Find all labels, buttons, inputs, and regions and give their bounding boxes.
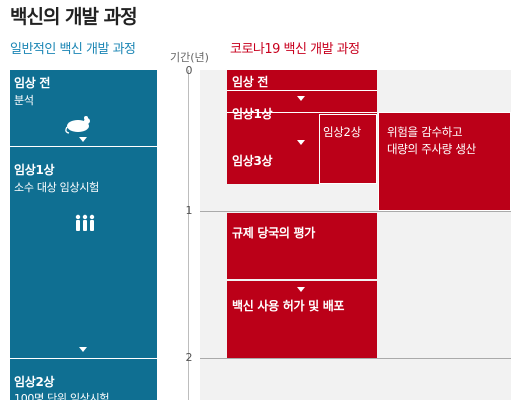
covid-regulatory-review-block bbox=[227, 213, 377, 279]
conventional-stage-preclinical: 임상 전 bbox=[14, 76, 51, 90]
covid-risk-production-block bbox=[378, 112, 511, 211]
conventional-arrow-1 bbox=[79, 137, 87, 142]
conventional-stage-phase1: 임상1상 bbox=[14, 163, 55, 177]
axis-tick-0: 0 bbox=[185, 64, 193, 77]
conventional-stage-phase1-desc: 소수 대상 임상시험 bbox=[14, 181, 99, 194]
axis-title: 기간(년) bbox=[170, 51, 209, 64]
conventional-divider-1 bbox=[10, 146, 157, 147]
covid-approval-block bbox=[227, 281, 377, 358]
conventional-subtitle: 일반적인 백신 개발 과정 bbox=[10, 42, 136, 57]
covid-arrow-2 bbox=[297, 140, 305, 145]
covid-arrow-1 bbox=[297, 96, 305, 101]
covid-stage-phase2: 임상2상 bbox=[323, 125, 361, 139]
gridline-year-2 bbox=[200, 358, 511, 359]
covid-phase2-overlap-box bbox=[319, 114, 377, 184]
mouse-icon bbox=[65, 116, 90, 134]
axis-line bbox=[188, 70, 189, 400]
covid-divider-1 bbox=[227, 90, 377, 91]
covid-arrow-4 bbox=[297, 287, 305, 292]
covid-divider-2 bbox=[227, 112, 377, 113]
covid-stage-phase3: 임상3상 bbox=[232, 154, 273, 168]
axis-tick-1: 1 bbox=[185, 204, 193, 217]
covid-early-phases-block bbox=[227, 70, 377, 184]
conventional-stage-phase2: 임상2상 bbox=[14, 375, 55, 389]
conventional-stage-preclinical-desc: 분석 bbox=[14, 94, 34, 107]
page-title: 백신의 개발 과정 bbox=[10, 6, 138, 28]
conventional-divider-2 bbox=[10, 358, 157, 359]
conventional-stage-phase2-desc: 100명 단위 임상시험 bbox=[14, 392, 110, 405]
covid-stage-phase1: 임상1상 bbox=[232, 107, 273, 121]
covid-stage-regulatory-review: 규제 당국의 평가 bbox=[232, 226, 315, 240]
people-icon bbox=[75, 214, 95, 231]
axis-tick-2: 2 bbox=[185, 351, 193, 364]
covid-subtitle: 코로나19 백신 개발 과정 bbox=[230, 42, 360, 57]
covid-stage-approval-distribution: 백신 사용 허가 및 배포 bbox=[232, 299, 345, 313]
covid-stage-preclinical: 임상 전 bbox=[232, 75, 269, 89]
conventional-arrow-2 bbox=[79, 347, 87, 352]
gridline-year-1 bbox=[200, 211, 511, 212]
covid-risk-note-line1: 위험을 감수하고 bbox=[387, 125, 463, 139]
covid-risk-note-line2: 대량의 주사량 생산 bbox=[387, 142, 476, 156]
